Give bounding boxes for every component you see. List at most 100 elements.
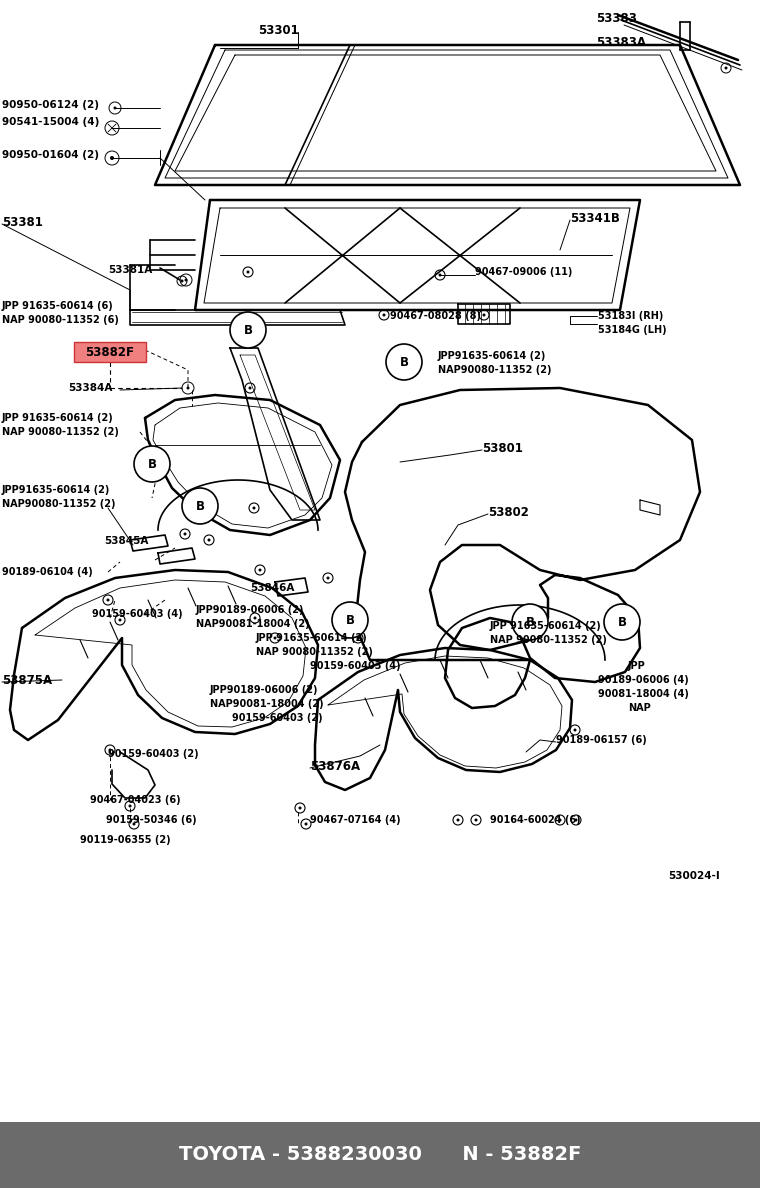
Circle shape bbox=[134, 446, 170, 482]
Circle shape bbox=[186, 386, 189, 390]
Circle shape bbox=[382, 314, 385, 316]
Circle shape bbox=[246, 271, 249, 273]
Text: TOYOTA - 5388230030      N - 53882F: TOYOTA - 5388230030 N - 53882F bbox=[179, 1145, 581, 1164]
Circle shape bbox=[258, 569, 261, 571]
Circle shape bbox=[181, 279, 183, 283]
Circle shape bbox=[299, 807, 302, 809]
Circle shape bbox=[182, 488, 218, 524]
Text: 90159-60403 (2): 90159-60403 (2) bbox=[232, 713, 323, 723]
Circle shape bbox=[305, 822, 308, 826]
Text: NAP90081-18004 (2): NAP90081-18004 (2) bbox=[210, 699, 324, 709]
Circle shape bbox=[483, 314, 486, 316]
Text: 90467-07164 (4): 90467-07164 (4) bbox=[310, 815, 401, 824]
Text: NAP 90080-11352 (6): NAP 90080-11352 (6) bbox=[2, 315, 119, 326]
Text: NAP 90080-11352 (2): NAP 90080-11352 (2) bbox=[490, 636, 607, 645]
Bar bbox=[74, 342, 146, 362]
Circle shape bbox=[512, 604, 548, 640]
Circle shape bbox=[439, 273, 442, 277]
Text: 53875A: 53875A bbox=[2, 674, 52, 687]
Text: 90164-60024 (6): 90164-60024 (6) bbox=[490, 815, 581, 824]
Text: NAP 90080-11352 (2): NAP 90080-11352 (2) bbox=[2, 426, 119, 437]
Circle shape bbox=[207, 538, 211, 542]
Circle shape bbox=[474, 819, 477, 821]
Circle shape bbox=[559, 819, 562, 821]
Circle shape bbox=[230, 312, 266, 348]
Text: NAP90080-11352 (2): NAP90080-11352 (2) bbox=[2, 499, 116, 508]
Circle shape bbox=[274, 637, 277, 639]
Circle shape bbox=[106, 599, 109, 601]
Text: B: B bbox=[400, 355, 409, 368]
Circle shape bbox=[254, 617, 256, 619]
Circle shape bbox=[575, 819, 578, 821]
Text: 53183I (RH): 53183I (RH) bbox=[598, 311, 663, 321]
Text: 90189-06157 (6): 90189-06157 (6) bbox=[556, 735, 647, 745]
Text: 53801: 53801 bbox=[482, 442, 523, 455]
Text: 53384A: 53384A bbox=[68, 383, 112, 393]
Text: B: B bbox=[243, 323, 252, 336]
Circle shape bbox=[109, 748, 112, 752]
Text: 90467-08028 (8): 90467-08028 (8) bbox=[390, 311, 481, 321]
Circle shape bbox=[113, 107, 116, 109]
Text: 53381A: 53381A bbox=[108, 265, 152, 274]
Circle shape bbox=[457, 819, 460, 821]
Circle shape bbox=[604, 604, 640, 640]
Text: 90159-60403 (4): 90159-60403 (4) bbox=[92, 609, 182, 619]
Text: NAP90080-11352 (2): NAP90080-11352 (2) bbox=[438, 365, 552, 375]
Text: B: B bbox=[346, 613, 354, 626]
Text: NAP90081-18004 (2): NAP90081-18004 (2) bbox=[196, 619, 309, 628]
Text: 90081-18004 (4): 90081-18004 (4) bbox=[598, 689, 689, 699]
Circle shape bbox=[128, 804, 131, 808]
Text: 90119-06355 (2): 90119-06355 (2) bbox=[80, 835, 171, 845]
Circle shape bbox=[183, 532, 186, 536]
Text: JPP 91635-60614 (2): JPP 91635-60614 (2) bbox=[256, 633, 368, 643]
Text: B: B bbox=[195, 499, 204, 512]
Text: 53876A: 53876A bbox=[310, 759, 360, 772]
Circle shape bbox=[574, 728, 577, 732]
Text: 53846A: 53846A bbox=[250, 583, 294, 593]
Text: 53882F: 53882F bbox=[85, 346, 135, 359]
Text: 90159-60403 (4): 90159-60403 (4) bbox=[310, 661, 401, 671]
Text: 53845A: 53845A bbox=[104, 536, 148, 546]
Text: 90467-09006 (11): 90467-09006 (11) bbox=[475, 267, 572, 277]
Text: JPP 91635-60614 (2): JPP 91635-60614 (2) bbox=[2, 413, 114, 423]
Text: B: B bbox=[525, 615, 534, 628]
Text: 53301: 53301 bbox=[258, 24, 299, 37]
Text: 53383: 53383 bbox=[596, 12, 637, 25]
Circle shape bbox=[338, 619, 341, 621]
Circle shape bbox=[332, 602, 368, 638]
Circle shape bbox=[110, 156, 114, 160]
Text: JPP90189-06006 (2): JPP90189-06006 (2) bbox=[196, 605, 305, 615]
Text: 90541-15004 (4): 90541-15004 (4) bbox=[2, 116, 100, 127]
Text: JPP91635-60614 (2): JPP91635-60614 (2) bbox=[2, 485, 110, 495]
Text: 53802: 53802 bbox=[488, 506, 529, 518]
Text: 90467-04023 (6): 90467-04023 (6) bbox=[90, 795, 181, 805]
Circle shape bbox=[185, 278, 188, 282]
Text: 90159-60403 (2): 90159-60403 (2) bbox=[108, 748, 198, 759]
Circle shape bbox=[132, 822, 135, 826]
Text: JPP 91635-60614 (2): JPP 91635-60614 (2) bbox=[490, 621, 602, 631]
Circle shape bbox=[356, 637, 359, 639]
Bar bbox=[0, 1121, 760, 1188]
Text: 90189-06006 (4): 90189-06006 (4) bbox=[598, 675, 689, 685]
Circle shape bbox=[724, 67, 727, 70]
Text: NAP 90080-11352 (2): NAP 90080-11352 (2) bbox=[256, 647, 373, 657]
Text: JPP90189-06006 (2): JPP90189-06006 (2) bbox=[210, 685, 318, 695]
Text: JPP 91635-60614 (6): JPP 91635-60614 (6) bbox=[2, 301, 114, 311]
Text: 90950-01604 (2): 90950-01604 (2) bbox=[2, 150, 99, 160]
Circle shape bbox=[249, 386, 252, 390]
Circle shape bbox=[386, 345, 422, 380]
Text: JPP91635-60614 (2): JPP91635-60614 (2) bbox=[438, 350, 546, 361]
Text: 53383A: 53383A bbox=[596, 36, 646, 49]
Circle shape bbox=[119, 619, 122, 621]
Circle shape bbox=[327, 576, 330, 580]
Text: 90950-06124 (2): 90950-06124 (2) bbox=[2, 100, 99, 110]
Text: 90159-50346 (6): 90159-50346 (6) bbox=[106, 815, 197, 824]
Text: 53381: 53381 bbox=[2, 215, 43, 228]
Text: 53184G (LH): 53184G (LH) bbox=[598, 326, 667, 335]
Text: 53341B: 53341B bbox=[570, 211, 620, 225]
Text: B: B bbox=[147, 457, 157, 470]
Text: 530024-I: 530024-I bbox=[668, 871, 720, 881]
Text: NAP: NAP bbox=[628, 703, 651, 713]
Text: B: B bbox=[617, 615, 626, 628]
Text: 90189-06104 (4): 90189-06104 (4) bbox=[2, 567, 93, 577]
